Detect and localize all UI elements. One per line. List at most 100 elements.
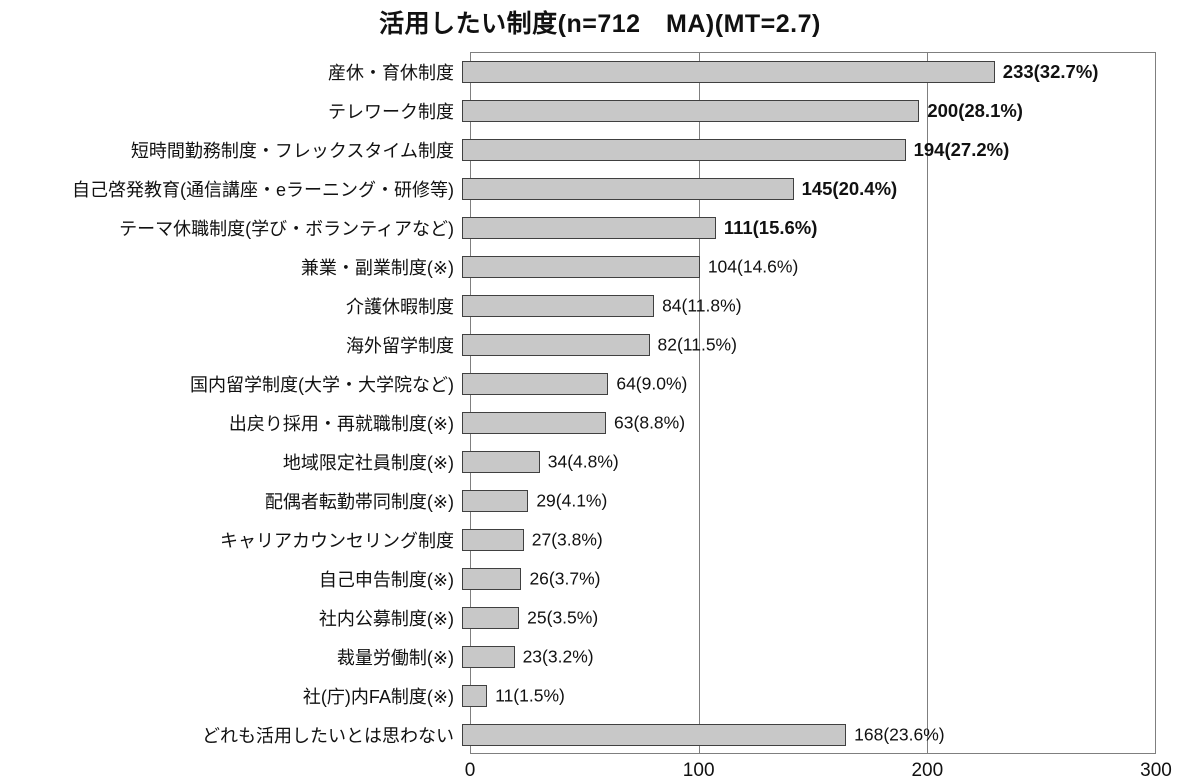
bar-zone: 82(11.5%) xyxy=(462,325,1148,364)
x-tick-label: 100 xyxy=(682,760,715,781)
bar-row: 介護休暇制度 84(11.8%) xyxy=(0,286,1200,325)
value-label: 168(23.6%) xyxy=(854,724,945,744)
bar-row: 裁量労働制(※) 23(3.2%) xyxy=(0,637,1200,676)
bar xyxy=(462,567,522,590)
category-label: 兼業・副業制度(※) xyxy=(300,257,454,278)
category-label: 介護休暇制度 xyxy=(346,296,454,317)
x-tick-label: 300 xyxy=(1140,760,1172,781)
bar-zone: 64(9.0%) xyxy=(462,364,1148,403)
bar-zone: 23(3.2%) xyxy=(462,637,1148,676)
category-label: 自己申告制度(※) xyxy=(318,569,454,590)
value-label: 63(8.8%) xyxy=(614,412,686,432)
bar-row: 自己申告制度(※) 26(3.7%) xyxy=(0,559,1200,598)
category-label: どれも活用したいとは思わない xyxy=(202,725,454,746)
bar-zone: 145(20.4%) xyxy=(462,169,1148,208)
bar-zone: 111(15.6%) xyxy=(462,208,1148,247)
value-label: 29(4.1%) xyxy=(536,490,608,510)
bar-row: 海外留学制度 82(11.5%) xyxy=(0,325,1200,364)
category-label: 産休・育休制度 xyxy=(328,62,454,83)
bar-zone: 84(11.8%) xyxy=(462,286,1148,325)
value-label: 25(3.5%) xyxy=(527,607,599,627)
value-label: 11(1.5%) xyxy=(495,685,565,705)
bar xyxy=(462,684,488,707)
bar xyxy=(462,372,609,395)
category-label: 配偶者転勤帯同制度(※) xyxy=(264,491,454,512)
plot-area xyxy=(470,52,1156,754)
value-label: 233(32.7%) xyxy=(1002,60,1099,82)
x-tick-label: 0 xyxy=(464,760,476,781)
category-label: 国内留学制度(大学・大学院など) xyxy=(190,374,454,395)
bar-zone: 11(1.5%) xyxy=(462,676,1148,715)
value-label: 34(4.8%) xyxy=(547,451,619,471)
value-label: 27(3.8%) xyxy=(531,529,603,549)
category-label: 社内公募制度(※) xyxy=(318,608,454,629)
value-label: 200(28.1%) xyxy=(927,99,1023,121)
chart-title: 活用したい制度(n=712 MA)(MT=2.7) xyxy=(379,10,821,38)
bar xyxy=(462,528,524,551)
bar-row: 兼業・副業制度(※) 104(14.6%) xyxy=(0,247,1200,286)
bar-zone: 233(32.7%) xyxy=(462,52,1148,91)
bar xyxy=(462,216,716,239)
value-label: 194(27.2%) xyxy=(913,138,1010,160)
bar-row: 出戻り採用・再就職制度(※) 63(8.8%) xyxy=(0,403,1200,442)
value-label: 82(11.5%) xyxy=(657,334,737,354)
bar-row: 短時間勤務制度・フレックスタイム制度 194(27.2%) xyxy=(0,130,1200,169)
bar xyxy=(462,645,515,668)
bar-zone: 27(3.8%) xyxy=(462,520,1148,559)
bar-row: どれも活用したいとは思わない 168(23.6%) xyxy=(0,715,1200,754)
category-label: 社(庁)内FA制度(※) xyxy=(302,686,454,707)
bar xyxy=(462,177,794,200)
bar xyxy=(462,333,650,356)
bar xyxy=(462,606,520,629)
bar-zone: 104(14.6%) xyxy=(462,247,1148,286)
bar-row: 自己啓発教育(通信講座・eラーニング・研修等) 145(20.4%) xyxy=(0,169,1200,208)
bar-row: キャリアカウンセリング制度 27(3.8%) xyxy=(0,520,1200,559)
x-axis: 0 100 200 300 xyxy=(0,760,1200,782)
bar xyxy=(462,411,607,434)
bar xyxy=(462,60,995,83)
bar-zone: 200(28.1%) xyxy=(462,91,1148,130)
gridline xyxy=(927,53,928,753)
x-tick-label: 200 xyxy=(911,760,944,781)
category-label: テーマ休職制度(学び・ボランティアなど) xyxy=(119,218,454,239)
value-label: 23(3.2%) xyxy=(522,646,594,666)
category-label: 出戻り採用・再就職制度(※) xyxy=(228,413,454,434)
bar xyxy=(462,99,920,122)
category-label: 裁量労働制(※) xyxy=(336,647,454,668)
bar-row: 地域限定社員制度(※) 34(4.8%) xyxy=(0,442,1200,481)
gridline xyxy=(699,53,700,753)
bar xyxy=(462,450,540,473)
category-label: キャリアカウンセリング制度 xyxy=(220,530,454,551)
bar-zone: 63(8.8%) xyxy=(462,403,1148,442)
category-label: 海外留学制度 xyxy=(346,335,454,356)
bar-row: テレワーク制度 200(28.1%) xyxy=(0,91,1200,130)
value-label: 104(14.6%) xyxy=(707,256,799,276)
bar-row: 配偶者転勤帯同制度(※) 29(4.1%) xyxy=(0,481,1200,520)
value-label: 111(15.6%) xyxy=(723,216,818,238)
value-label: 145(20.4%) xyxy=(801,177,898,199)
category-label: 短時間勤務制度・フレックスタイム制度 xyxy=(130,140,454,161)
bar-zone: 168(23.6%) xyxy=(462,715,1148,754)
bar-zone: 26(3.7%) xyxy=(462,559,1148,598)
category-label: 自己啓発教育(通信講座・eラーニング・研修等) xyxy=(72,179,454,200)
bar-zone: 34(4.8%) xyxy=(462,442,1148,481)
value-label: 84(11.8%) xyxy=(662,295,742,315)
category-label: 地域限定社員制度(※) xyxy=(282,452,454,473)
bar-zone: 25(3.5%) xyxy=(462,598,1148,637)
value-label: 64(9.0%) xyxy=(616,373,688,393)
bar-row: 社内公募制度(※) 25(3.5%) xyxy=(0,598,1200,637)
bar-rows: 産休・育休制度 233(32.7%) テレワーク制度 200(28.1%) 短時… xyxy=(0,52,1200,754)
bar xyxy=(462,489,529,512)
bar-row: 国内留学制度(大学・大学院など) 64(9.0%) xyxy=(0,364,1200,403)
bar xyxy=(462,255,700,278)
bar-zone: 194(27.2%) xyxy=(462,130,1148,169)
bar xyxy=(462,723,847,746)
bar xyxy=(462,294,655,317)
bar-row: 社(庁)内FA制度(※) 11(1.5%) xyxy=(0,676,1200,715)
bar xyxy=(462,138,906,161)
value-label: 26(3.7%) xyxy=(529,568,601,588)
bar-row: 産休・育休制度 233(32.7%) xyxy=(0,52,1200,91)
bar-row: テーマ休職制度(学び・ボランティアなど) 111(15.6%) xyxy=(0,208,1200,247)
bar-zone: 29(4.1%) xyxy=(462,481,1148,520)
